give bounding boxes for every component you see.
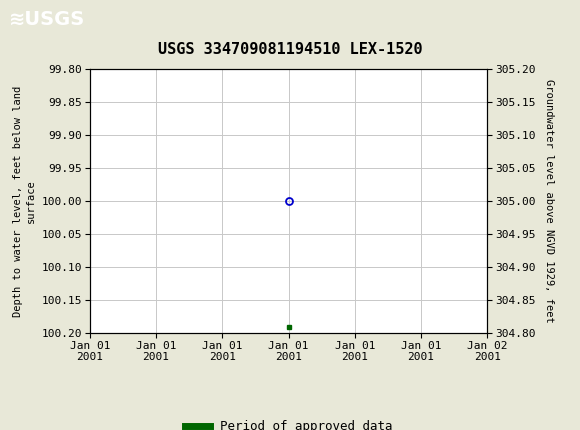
Text: ≋USGS: ≋USGS [9, 9, 85, 28]
Legend: Period of approved data: Period of approved data [180, 415, 397, 430]
Text: USGS 334709081194510 LEX-1520: USGS 334709081194510 LEX-1520 [158, 42, 422, 57]
Y-axis label: Depth to water level, feet below land
surface: Depth to water level, feet below land su… [13, 86, 36, 316]
Y-axis label: Groundwater level above NGVD 1929, feet: Groundwater level above NGVD 1929, feet [543, 79, 554, 323]
